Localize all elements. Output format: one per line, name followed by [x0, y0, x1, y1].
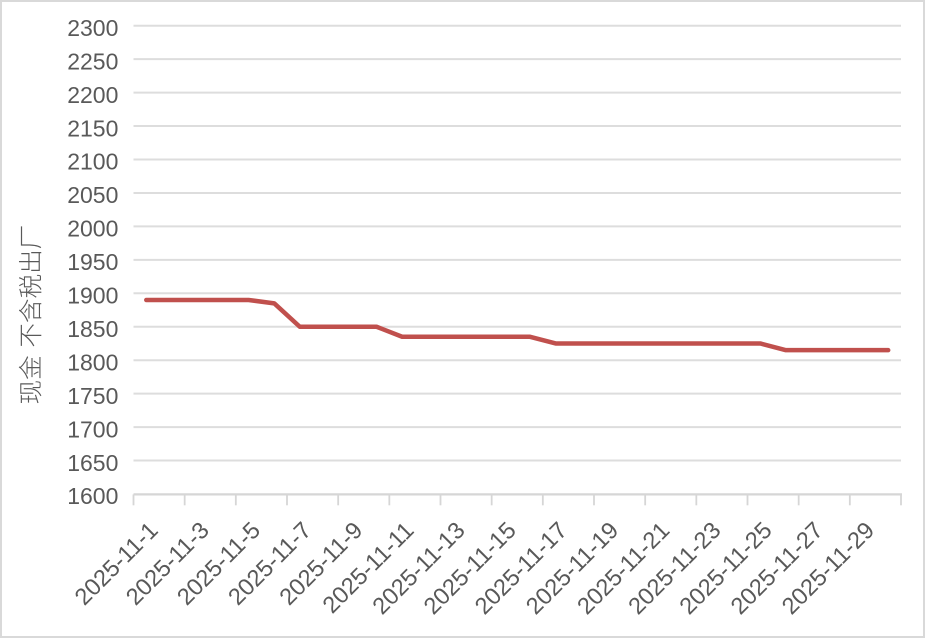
svg-text:2250: 2250 [67, 48, 118, 74]
svg-text:1750: 1750 [67, 383, 118, 409]
svg-text:2300: 2300 [67, 15, 118, 41]
svg-text:2200: 2200 [67, 82, 118, 108]
svg-text:1700: 1700 [67, 416, 118, 442]
svg-text:1900: 1900 [67, 283, 118, 309]
svg-text:1950: 1950 [67, 249, 118, 275]
svg-text:2050: 2050 [67, 182, 118, 208]
svg-text:1850: 1850 [67, 316, 118, 342]
svg-text:2150: 2150 [67, 115, 118, 141]
svg-text:1800: 1800 [67, 349, 118, 375]
svg-text:2000: 2000 [67, 216, 118, 242]
svg-text:2100: 2100 [67, 149, 118, 175]
svg-text:1600: 1600 [67, 483, 118, 509]
svg-text:1650: 1650 [67, 450, 118, 476]
